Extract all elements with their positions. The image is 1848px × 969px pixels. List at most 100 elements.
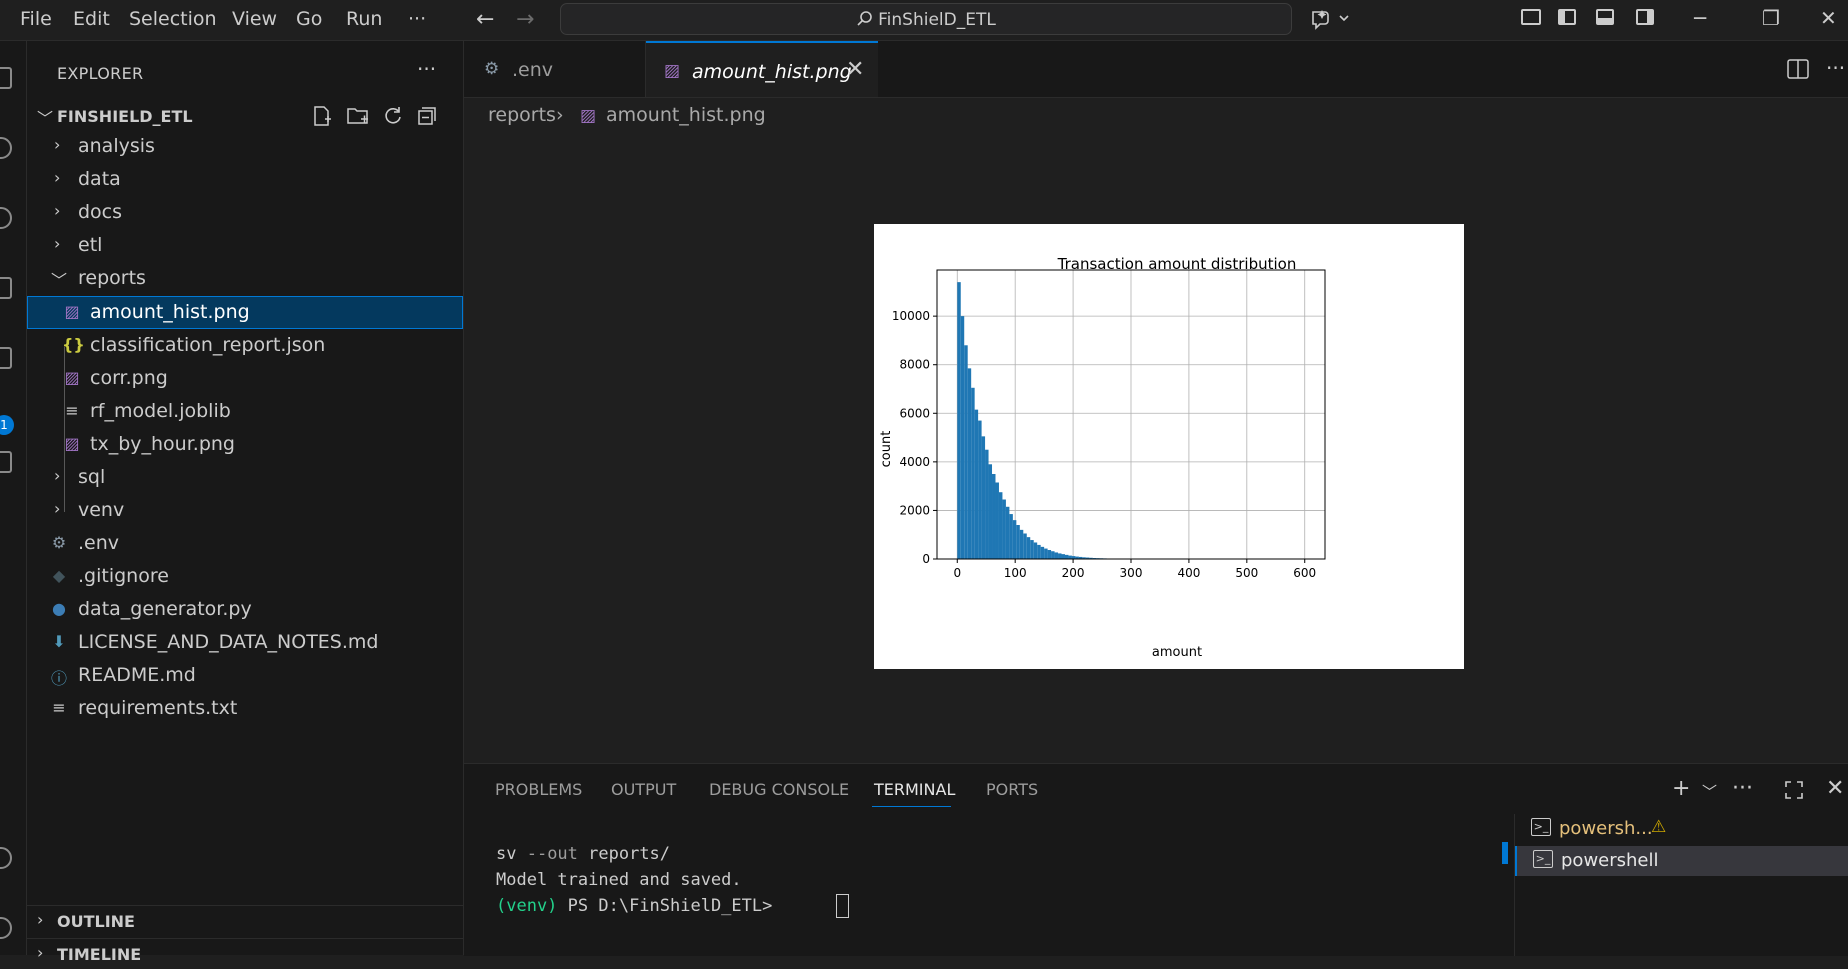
- tab-terminal[interactable]: TERMINAL: [874, 780, 955, 799]
- toggle-secondary-sidebar-icon[interactable]: [1636, 9, 1654, 25]
- tree-file-corr[interactable]: ▨ corr.png: [27, 362, 463, 395]
- collapse-all-icon[interactable]: [416, 105, 438, 127]
- menu-selection[interactable]: Selection: [129, 8, 217, 30]
- y-tick-label: 4000: [899, 455, 930, 469]
- terminal-line-3[interactable]: (venv) PS D:\FinShielD_ETL>: [496, 896, 783, 916]
- menu-run[interactable]: Run: [346, 8, 382, 30]
- tree-folder-etl[interactable]: › etl: [27, 229, 463, 262]
- histogram-bar: [1058, 553, 1061, 559]
- menu-go[interactable]: Go: [296, 8, 322, 30]
- text-file-icon: ≡: [49, 698, 69, 717]
- menu-edit[interactable]: Edit: [73, 8, 110, 30]
- tab-ports[interactable]: PORTS: [986, 780, 1038, 799]
- explorer-more-button[interactable]: ···: [417, 57, 436, 81]
- terminal-cursor: [836, 894, 849, 918]
- workspace-section-header[interactable]: ﹀ FINSHIELD_ETL: [27, 101, 463, 131]
- testing-icon[interactable]: [0, 451, 12, 473]
- chevron-down-icon[interactable]: ﹀: [1702, 781, 1717, 802]
- tab-amount-hist[interactable]: ▨ amount_hist.png ✕: [646, 41, 878, 97]
- toggle-primary-sidebar-icon[interactable]: [1558, 9, 1576, 25]
- outline-label: OUTLINE: [57, 912, 135, 931]
- new-file-icon[interactable]: [311, 105, 333, 127]
- python-icon: ●: [49, 599, 69, 618]
- menu-view[interactable]: View: [232, 8, 277, 30]
- customize-layout-icon[interactable]: [1521, 9, 1541, 25]
- minimize-icon[interactable]: ─: [1694, 6, 1706, 30]
- refresh-icon[interactable]: [382, 105, 404, 127]
- tree-folder-reports[interactable]: ﹀ reports: [27, 262, 463, 295]
- histogram-bar: [964, 345, 967, 559]
- more-actions-icon[interactable]: ···: [1826, 56, 1845, 80]
- tree-file-requirements[interactable]: ≡ requirements.txt: [27, 692, 463, 725]
- close-window-icon[interactable]: ✕: [1820, 6, 1837, 30]
- tree-file-data-generator[interactable]: ● data_generator.py: [27, 593, 463, 626]
- close-panel-icon[interactable]: ✕: [1826, 776, 1844, 801]
- chevron-right-icon: ›: [54, 168, 60, 187]
- back-arrow-icon[interactable]: ←: [476, 7, 494, 32]
- tree-folder-sql[interactable]: › sql: [27, 461, 463, 494]
- restore-icon[interactable]: ❐: [1762, 6, 1780, 30]
- chevron-right-icon: ›: [37, 943, 43, 962]
- copilot-icon[interactable]: [1310, 8, 1352, 30]
- tree-file-rf-model[interactable]: ≡ rf_model.joblib: [27, 395, 463, 428]
- maximize-panel-icon[interactable]: [1784, 780, 1804, 800]
- panel-more-icon[interactable]: ···: [1732, 776, 1753, 801]
- split-editor-icon[interactable]: [1787, 59, 1809, 79]
- x-tick-label: 400: [1177, 566, 1200, 580]
- command-center-search[interactable]: FinShielD_ETL: [560, 3, 1292, 35]
- histogram-bar: [971, 388, 974, 559]
- terminal-list: >_ powersh... ⚠ >_ powershell: [1514, 814, 1848, 956]
- terminal-item-1[interactable]: >_ powersh... ⚠: [1515, 814, 1848, 844]
- breadcrumb-file[interactable]: amount_hist.png: [606, 104, 766, 126]
- tree-file-env[interactable]: ⚙ .env: [27, 527, 463, 560]
- explorer-icon[interactable]: [0, 67, 12, 89]
- menu-more[interactable]: ···: [408, 8, 426, 30]
- tree-item-label: corr.png: [90, 367, 168, 389]
- image-file-icon: ▨: [62, 434, 82, 453]
- forward-arrow-icon[interactable]: →: [516, 7, 534, 32]
- x-axis-label: amount: [1152, 645, 1202, 660]
- tree-item-label: LICENSE_AND_DATA_NOTES.md: [78, 631, 378, 653]
- manage-gear-icon[interactable]: [0, 917, 12, 939]
- terminal-item-2[interactable]: >_ powershell: [1515, 846, 1848, 876]
- histogram-bar: [1062, 554, 1065, 559]
- histogram-bar: [1041, 547, 1044, 559]
- tree-file-gitignore[interactable]: ◆ .gitignore: [27, 560, 463, 593]
- x-tick-label: 600: [1293, 566, 1316, 580]
- tab-debug-console[interactable]: DEBUG CONSOLE: [709, 780, 849, 799]
- terminal-scrollbar[interactable]: [1502, 842, 1508, 864]
- tab-env[interactable]: ⚙ .env: [464, 41, 646, 97]
- close-tab-icon[interactable]: ✕: [846, 57, 864, 82]
- tree-item-label: reports: [78, 267, 146, 289]
- extensions-badge: 1: [0, 415, 14, 435]
- search-activity-icon[interactable]: [0, 137, 12, 159]
- terminal-icon: >_: [1531, 818, 1551, 836]
- new-folder-icon[interactable]: [346, 105, 370, 127]
- source-control-icon[interactable]: [0, 207, 12, 229]
- chevron-right-icon: ›: [54, 201, 60, 220]
- breadcrumb-folder[interactable]: reports: [488, 104, 556, 126]
- tree-file-tx-by-hour[interactable]: ▨ tx_by_hour.png: [27, 428, 463, 461]
- new-terminal-icon[interactable]: +: [1672, 776, 1690, 801]
- tab-output[interactable]: OUTPUT: [611, 780, 676, 799]
- tree-file-amount-hist[interactable]: ▨ amount_hist.png: [27, 296, 463, 329]
- menu-file[interactable]: File: [20, 8, 52, 30]
- tree-item-label: tx_by_hour.png: [90, 433, 235, 455]
- tree-folder-analysis[interactable]: › analysis: [27, 130, 463, 163]
- extensions-icon[interactable]: [0, 347, 12, 369]
- tree-file-license[interactable]: ⬇ LICENSE_AND_DATA_NOTES.md: [27, 626, 463, 659]
- outline-section-header[interactable]: › OUTLINE: [27, 905, 463, 936]
- histogram-bar: [957, 282, 960, 559]
- tree-folder-data[interactable]: › data: [27, 163, 463, 196]
- tab-problems[interactable]: PROBLEMS: [495, 780, 582, 799]
- timeline-section-header[interactable]: › TIMELINE: [27, 938, 463, 969]
- tree-file-classification-report[interactable]: {} classification_report.json: [27, 329, 463, 362]
- account-icon[interactable]: [0, 847, 12, 869]
- tree-file-readme[interactable]: ⓘ README.md: [27, 659, 463, 692]
- toggle-panel-icon[interactable]: [1596, 9, 1614, 25]
- histogram-bar: [1002, 500, 1005, 560]
- tree-folder-venv[interactable]: › venv: [27, 494, 463, 527]
- run-debug-icon[interactable]: [0, 277, 12, 299]
- tree-folder-docs[interactable]: › docs: [27, 196, 463, 229]
- image-icon: ▨: [580, 106, 596, 126]
